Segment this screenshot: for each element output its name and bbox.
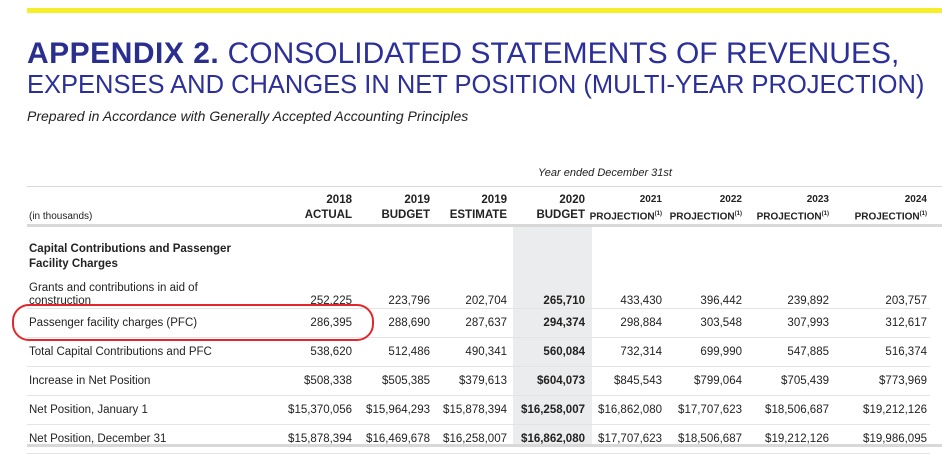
accent-bar [27,8,942,13]
financial-table: (in thousands) 2018 ACTUAL 2019 BUDGET 201… [27,188,930,454]
cell-value: 547,885 [745,337,832,367]
cell-value: 287,637 [433,308,510,338]
row-label: Grants and contributions in aid of const… [27,272,280,309]
col-header: 2023 PROJECTION(1) [756,193,829,223]
cell-value: 312,617 [832,308,930,338]
cell-value: 307,993 [745,308,832,338]
pfc-highlight-circle [12,304,374,341]
col-header: 2022 PROJECTION(1) [669,193,742,223]
cell-value: 396,442 [665,272,745,309]
cell-value: $16,258,007 [433,424,510,454]
cell-value: 516,374 [832,337,930,367]
title-line2: EXPENSES AND CHANGES IN NET POSITION (MU… [27,71,925,99]
cell-value: 560,084 [510,337,588,367]
cell-value: $15,878,394 [280,424,355,454]
col-header: 2020 BUDGET [536,194,585,221]
cell-value: 203,757 [832,272,930,309]
table-row: Net Position, January 1 $15,370,056 $15,96… [27,395,930,425]
row-label: Passenger facility charges (PFC) [27,308,280,338]
cell-value: $16,258,007 [510,395,588,425]
section-header: Capital Contributions and Passenger Faci… [29,243,231,270]
cell-value: 490,341 [433,337,510,367]
cell-value: 303,548 [665,308,745,338]
cell-value: 239,892 [745,272,832,309]
row-label: Total Capital Contributions and PFC [27,337,280,367]
title-appendix: APPENDIX 2. [27,37,220,70]
cell-value: $17,707,623 [665,395,745,425]
row-label: Increase in Net Position [27,366,280,396]
cell-value: $15,878,394 [433,395,510,425]
col-header: 2021 PROJECTION(1) [589,193,662,223]
cell-value: $18,506,687 [665,424,745,454]
divider [27,224,942,227]
section-header-row: Capital Contributions and Passenger Faci… [27,228,930,272]
cell-value: 298,884 [588,308,665,338]
cell-value: $15,964,293 [355,395,433,425]
cell-value: 252,225 [280,272,355,309]
cell-value: $16,862,080 [588,395,665,425]
cell-value: 286,395 [280,308,355,338]
cell-value: $16,862,080 [510,424,588,454]
column-header-row: (in thousands) 2018 ACTUAL 2019 BUDGET 201… [27,188,930,228]
row-label: Net Position, January 1 [27,395,280,425]
page-title: APPENDIX 2. CONSOLIDATED STATEMENTS OF R… [27,38,924,100]
table-row: Total Capital Contributions and PFC 538,6… [27,337,930,367]
divider [27,186,942,187]
table-row: Passenger facility charges (PFC) 286,395 2… [27,308,930,338]
cell-value: 433,430 [588,272,665,309]
cell-value: $15,370,056 [280,395,355,425]
cell-value: 732,314 [588,337,665,367]
cell-value: $17,707,623 [588,424,665,454]
cell-value: 294,374 [510,308,588,338]
table-row: Increase in Net Position $508,338 $505,385… [27,366,930,396]
cell-value: 538,620 [280,337,355,367]
cell-value: 512,486 [355,337,433,367]
cell-value: 265,710 [510,272,588,309]
cell-value: 699,990 [665,337,745,367]
cell-value: $604,073 [510,366,588,396]
cell-value: $16,469,678 [355,424,433,454]
cell-value: $19,212,126 [745,424,832,454]
cell-value: $505,385 [355,366,433,396]
cell-value: $799,064 [665,366,745,396]
cell-value: $705,439 [745,366,832,396]
cell-value: $773,969 [832,366,930,396]
cell-value: $379,613 [433,366,510,396]
cell-value: $19,212,126 [832,395,930,425]
subtitle: Prepared in Accordance with Generally Ac… [27,108,469,124]
table-row: Net Position, December 31 $15,878,394 $16,… [27,424,930,454]
row-label: Net Position, December 31 [27,424,280,454]
year-header: Year ended December 31st [538,167,672,179]
cell-value: 223,796 [355,272,433,309]
cell-value: $845,543 [588,366,665,396]
table-row: Grants and contributions in aid of const… [27,272,930,309]
col-header: 2024 PROJECTION(1) [854,193,927,223]
units-label: (in thousands) [29,211,93,222]
col-header: 2019 ESTIMATE [449,194,507,221]
col-header: 2019 BUDGET [381,194,430,221]
col-header: 2018 ACTUAL [304,194,352,221]
cell-value: 202,704 [433,272,510,309]
cell-value: $18,506,687 [745,395,832,425]
cell-value: $19,986,095 [832,424,930,454]
cell-value: $508,338 [280,366,355,396]
title-line1: CONSOLIDATED STATEMENTS OF REVENUES, [227,37,900,70]
